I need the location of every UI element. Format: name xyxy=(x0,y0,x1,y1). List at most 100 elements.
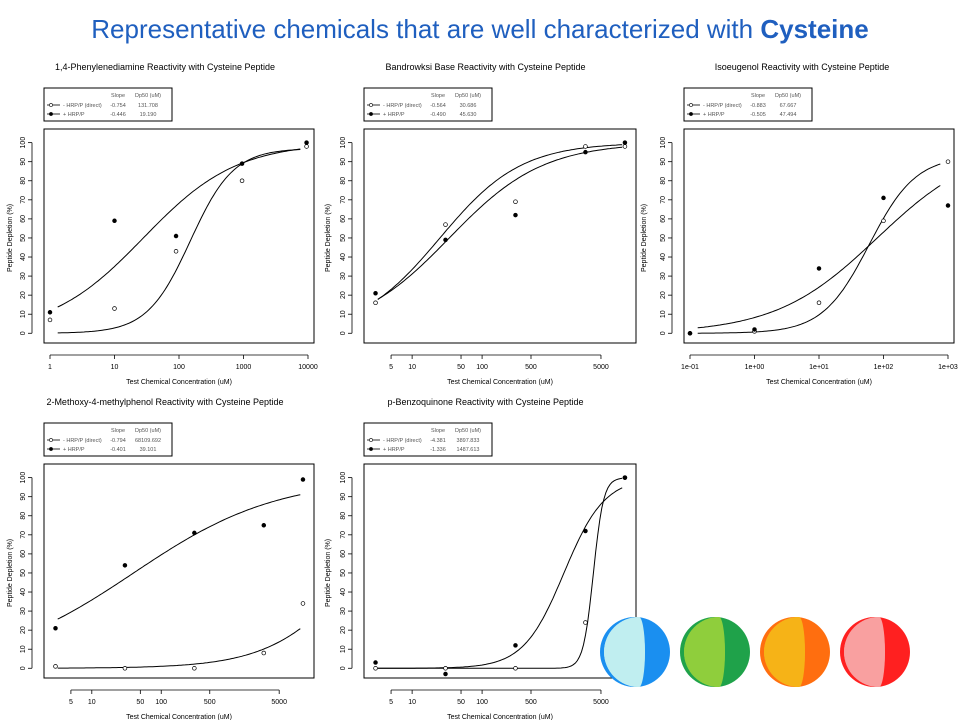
x-tick-label: 1e-01 xyxy=(681,364,699,371)
chart-title: Isoeugenol Reactivity with Cysteine Pept… xyxy=(715,62,890,72)
y-tick-label: 20 xyxy=(340,291,347,299)
data-point-hrp xyxy=(816,266,822,271)
legend-header-slope: Slope xyxy=(111,428,125,434)
legend-slope-value: -0.490 xyxy=(430,112,446,118)
y-tick-label: 100 xyxy=(340,137,347,149)
y-tick-label: 10 xyxy=(340,310,347,318)
legend-slope-value: -0.401 xyxy=(110,447,126,453)
x-tick-label: 50 xyxy=(457,364,465,371)
x-tick-label: 5000 xyxy=(593,364,609,371)
x-tick-label: 5 xyxy=(69,699,73,706)
legend-slope-value: -0.883 xyxy=(750,103,766,109)
legend-header-slope: Slope xyxy=(751,93,765,99)
data-point-direct xyxy=(373,666,378,671)
fit-curve-direct xyxy=(697,163,941,334)
data-point-direct xyxy=(53,664,58,669)
y-tick-label: 100 xyxy=(20,137,27,149)
data-point-hrp xyxy=(373,660,378,665)
legend-dp50-value: 1487.613 xyxy=(457,447,480,453)
data-point-hrp xyxy=(112,218,117,224)
x-tick-label: 500 xyxy=(525,364,537,371)
y-tick-label: 100 xyxy=(20,472,27,484)
legend-series-name: + HRP/P xyxy=(383,447,405,453)
data-point-hrp xyxy=(622,140,628,145)
data-point-hrp xyxy=(443,671,448,677)
chart-panel-bandrowski-base: Bandrowksi Base Reactivity with Cysteine… xyxy=(325,62,637,386)
decor-circle xyxy=(840,617,910,687)
y-axis: 0 10 20 30 40 50 60 70 80 90 100 Peptide Depletion … xyxy=(7,137,33,335)
legend-dp50-value: 45.630 xyxy=(460,112,477,118)
legend: Slope Dp50 (uM) - HRP/P (direct) -0.564 30.6… xyxy=(363,87,493,122)
fit-curve-hrp xyxy=(377,146,623,300)
data-point-hrp xyxy=(47,310,53,315)
legend-box xyxy=(683,87,813,122)
legend-header-slope: Slope xyxy=(431,428,445,434)
legend-marker xyxy=(369,103,373,107)
y-tick-label: 90 xyxy=(660,158,667,166)
y-tick-label: 90 xyxy=(20,493,27,501)
data-point-direct xyxy=(112,306,117,311)
x-axis-label: Test Chemical Concentration (uM) xyxy=(766,379,872,386)
data-point-hrp xyxy=(513,212,518,218)
fit-curve-hrp xyxy=(57,494,301,620)
legend-dp50-value: 39.101 xyxy=(140,447,157,453)
y-tick-label: 0 xyxy=(340,666,347,670)
chart-title: 2-Methoxy-4-methylphenol Reactivity with… xyxy=(46,397,283,407)
data-point-direct xyxy=(373,300,378,306)
legend-dp50-value: 30.686 xyxy=(460,103,477,109)
plot-frame xyxy=(683,128,955,344)
y-tick-label: 30 xyxy=(340,272,347,280)
x-axis-label: Test Chemical Concentration (uM) xyxy=(447,714,553,720)
plot-frame xyxy=(363,128,637,344)
y-tick-label: 60 xyxy=(20,550,27,558)
data-point-direct xyxy=(304,144,309,149)
data-point-direct xyxy=(47,317,53,323)
legend-series-name: + HRP/P xyxy=(63,447,85,453)
x-tick-label: 5000 xyxy=(271,699,287,706)
data-point-hrp xyxy=(173,233,179,239)
legend-marker xyxy=(369,112,373,116)
legend-series-name: + HRP/P xyxy=(383,112,405,118)
y-tick-label: 60 xyxy=(340,550,347,558)
legend-series-name: - HRP/P (direct) xyxy=(63,438,102,444)
x-tick-label: 1000 xyxy=(236,364,252,371)
legend-series-name: - HRP/P (direct) xyxy=(383,103,422,109)
x-tick-label: 500 xyxy=(525,699,537,706)
y-tick-label: 50 xyxy=(340,234,347,242)
data-point-hrp xyxy=(239,161,245,166)
fit-curve-direct xyxy=(377,144,623,300)
legend-header-slope: Slope xyxy=(111,93,125,99)
decor-circle-left-bulge xyxy=(764,617,805,687)
slide-title-bold: Cysteine xyxy=(760,14,869,44)
y-tick-label: 70 xyxy=(20,531,27,539)
y-tick-label: 90 xyxy=(20,158,27,166)
y-axis: 0 10 20 30 40 50 60 70 80 90 100 Peptide Depletion … xyxy=(641,137,673,335)
data-point-direct xyxy=(513,666,518,671)
y-tick-label: 80 xyxy=(340,512,347,520)
chart-title: 1,4-Phenylenediamine Reactivity with Cys… xyxy=(55,62,275,72)
fit-curve-hrp xyxy=(697,185,941,329)
y-tick-label: 80 xyxy=(20,177,27,185)
data-point-hrp xyxy=(881,195,886,201)
legend-header-dp50: Dp50 (uM) xyxy=(135,93,161,99)
y-tick-label: 60 xyxy=(340,215,347,223)
legend-dp50-value: 68109.692 xyxy=(135,438,161,444)
y-axis: 0 10 20 30 40 50 60 70 80 90 100 Peptide Depletion … xyxy=(325,137,353,335)
x-tick-label: 100 xyxy=(476,364,488,371)
x-tick-label: 10 xyxy=(88,699,96,706)
legend-marker xyxy=(49,112,53,116)
legend-marker xyxy=(49,447,53,451)
data-point-hrp xyxy=(373,290,378,296)
legend-slope-value: -0.505 xyxy=(750,112,766,118)
y-tick-label: 100 xyxy=(340,472,347,484)
fit-curve-direct xyxy=(377,477,623,669)
data-point-hrp xyxy=(583,528,588,534)
legend-marker xyxy=(369,447,373,451)
data-point-direct xyxy=(583,620,588,625)
data-point-hrp xyxy=(304,140,309,145)
data-point-hrp xyxy=(945,203,951,208)
x-tick-label: 1e+00 xyxy=(745,364,765,371)
y-tick-label: 50 xyxy=(20,569,27,577)
data-point-hrp xyxy=(583,149,588,155)
y-tick-label: 30 xyxy=(20,272,27,280)
